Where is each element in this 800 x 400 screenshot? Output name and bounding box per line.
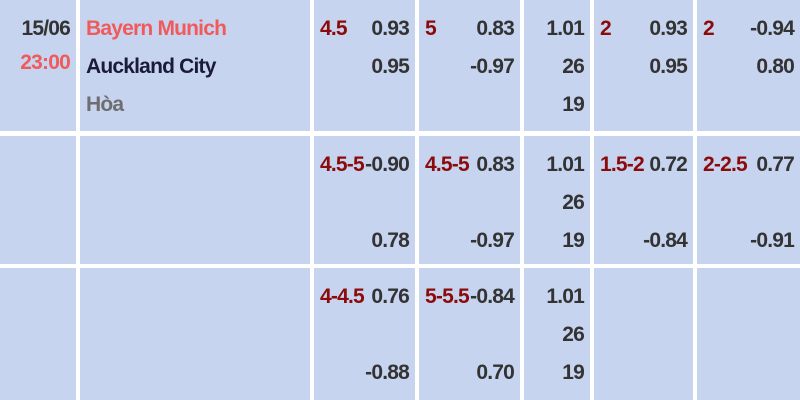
empty-cell — [0, 268, 76, 400]
away-odds[interactable]: -0.97 — [470, 229, 515, 252]
home-odds[interactable]: -0.90 — [365, 153, 410, 176]
odds-1x2-value[interactable]: 26 — [562, 191, 585, 214]
over-under-cell: 4.5-5 0.83 -0.97 — [419, 136, 520, 264]
line-value: 2-2.5 — [703, 153, 748, 176]
over-under-1h-cell: 2-2.5 0.77 -0.91 — [697, 136, 800, 264]
match-time: 23:00 — [20, 51, 71, 74]
home-odds[interactable]: 0.93 — [649, 17, 687, 40]
handicap-cell: 4-4.5 0.76 -0.88 — [314, 268, 415, 400]
handicap-cell: 4.5 0.93 0.95 — [314, 0, 415, 131]
1x2-cell: 1.01 26 19 — [524, 268, 590, 400]
over-under-1h-cell: 2 -0.94 0.80 — [697, 0, 800, 131]
handicap-1h-cell: 2 0.93 0.95 — [594, 0, 693, 131]
line-value: 5 — [425, 17, 437, 40]
away-odds[interactable]: 0.70 — [476, 361, 514, 384]
over-under-1h-cell — [697, 268, 800, 400]
teams-cell: Bayern Munich Auckland City Hòa — [80, 0, 310, 131]
home-odds[interactable]: 0.72 — [649, 153, 687, 176]
1x2-cell: 1.01 26 19 — [524, 136, 590, 264]
over-under-cell: 5-5.5 -0.84 0.70 — [419, 268, 520, 400]
away-odds[interactable]: 0.95 — [371, 55, 409, 78]
away-odds[interactable]: 0.80 — [756, 55, 794, 78]
away-odds[interactable]: 0.78 — [371, 229, 409, 252]
empty-cell — [0, 136, 76, 264]
empty-cell — [80, 268, 310, 400]
over-under-cell: 5 0.83 -0.97 — [419, 0, 520, 131]
odds-1x2-value[interactable]: 19 — [562, 93, 585, 116]
away-team[interactable]: Auckland City — [86, 55, 216, 78]
line-value: 2 — [703, 17, 715, 40]
1x2-cell: 1.01 26 19 — [524, 0, 590, 131]
line-value: 4.5 — [320, 17, 348, 40]
match-time-cell: 15/06 23:00 — [0, 0, 76, 131]
home-odds[interactable]: 0.83 — [476, 17, 514, 40]
home-odds[interactable]: -0.84 — [470, 285, 515, 308]
draw-label: Hòa — [86, 93, 124, 116]
away-odds[interactable]: -0.84 — [643, 229, 688, 252]
away-odds[interactable]: -0.97 — [470, 55, 515, 78]
away-odds[interactable]: -0.88 — [365, 361, 410, 384]
line-value: 4.5-5 — [425, 153, 470, 176]
home-odds[interactable]: 0.77 — [756, 153, 794, 176]
odds-1x2-value[interactable]: 1.01 — [546, 285, 584, 308]
away-odds[interactable]: -0.91 — [750, 229, 795, 252]
odds-1x2-value[interactable]: 1.01 — [546, 17, 584, 40]
home-odds[interactable]: 0.83 — [476, 153, 514, 176]
handicap-1h-cell: 1.5-2 0.72 -0.84 — [594, 136, 693, 264]
odds-1x2-value[interactable]: 26 — [562, 55, 585, 78]
handicap-1h-cell — [594, 268, 693, 400]
line-value: 2 — [600, 17, 612, 40]
home-odds[interactable]: 0.93 — [371, 17, 409, 40]
match-date: 15/06 — [21, 17, 70, 40]
line-value: 4.5-5 — [320, 153, 365, 176]
line-value: 5-5.5 — [425, 285, 470, 308]
line-value: 4-4.5 — [320, 285, 365, 308]
home-team[interactable]: Bayern Munich — [86, 17, 227, 40]
home-odds[interactable]: -0.94 — [750, 17, 795, 40]
odds-1x2-value[interactable]: 26 — [562, 323, 585, 346]
line-value: 1.5-2 — [600, 153, 645, 176]
home-odds[interactable]: 0.76 — [371, 285, 409, 308]
odds-1x2-value[interactable]: 19 — [562, 229, 585, 252]
odds-1x2-value[interactable]: 1.01 — [546, 153, 584, 176]
away-odds[interactable]: 0.95 — [649, 55, 687, 78]
odds-1x2-value[interactable]: 19 — [562, 361, 585, 384]
empty-cell — [80, 136, 310, 264]
handicap-cell: 4.5-5 -0.90 0.78 — [314, 136, 415, 264]
